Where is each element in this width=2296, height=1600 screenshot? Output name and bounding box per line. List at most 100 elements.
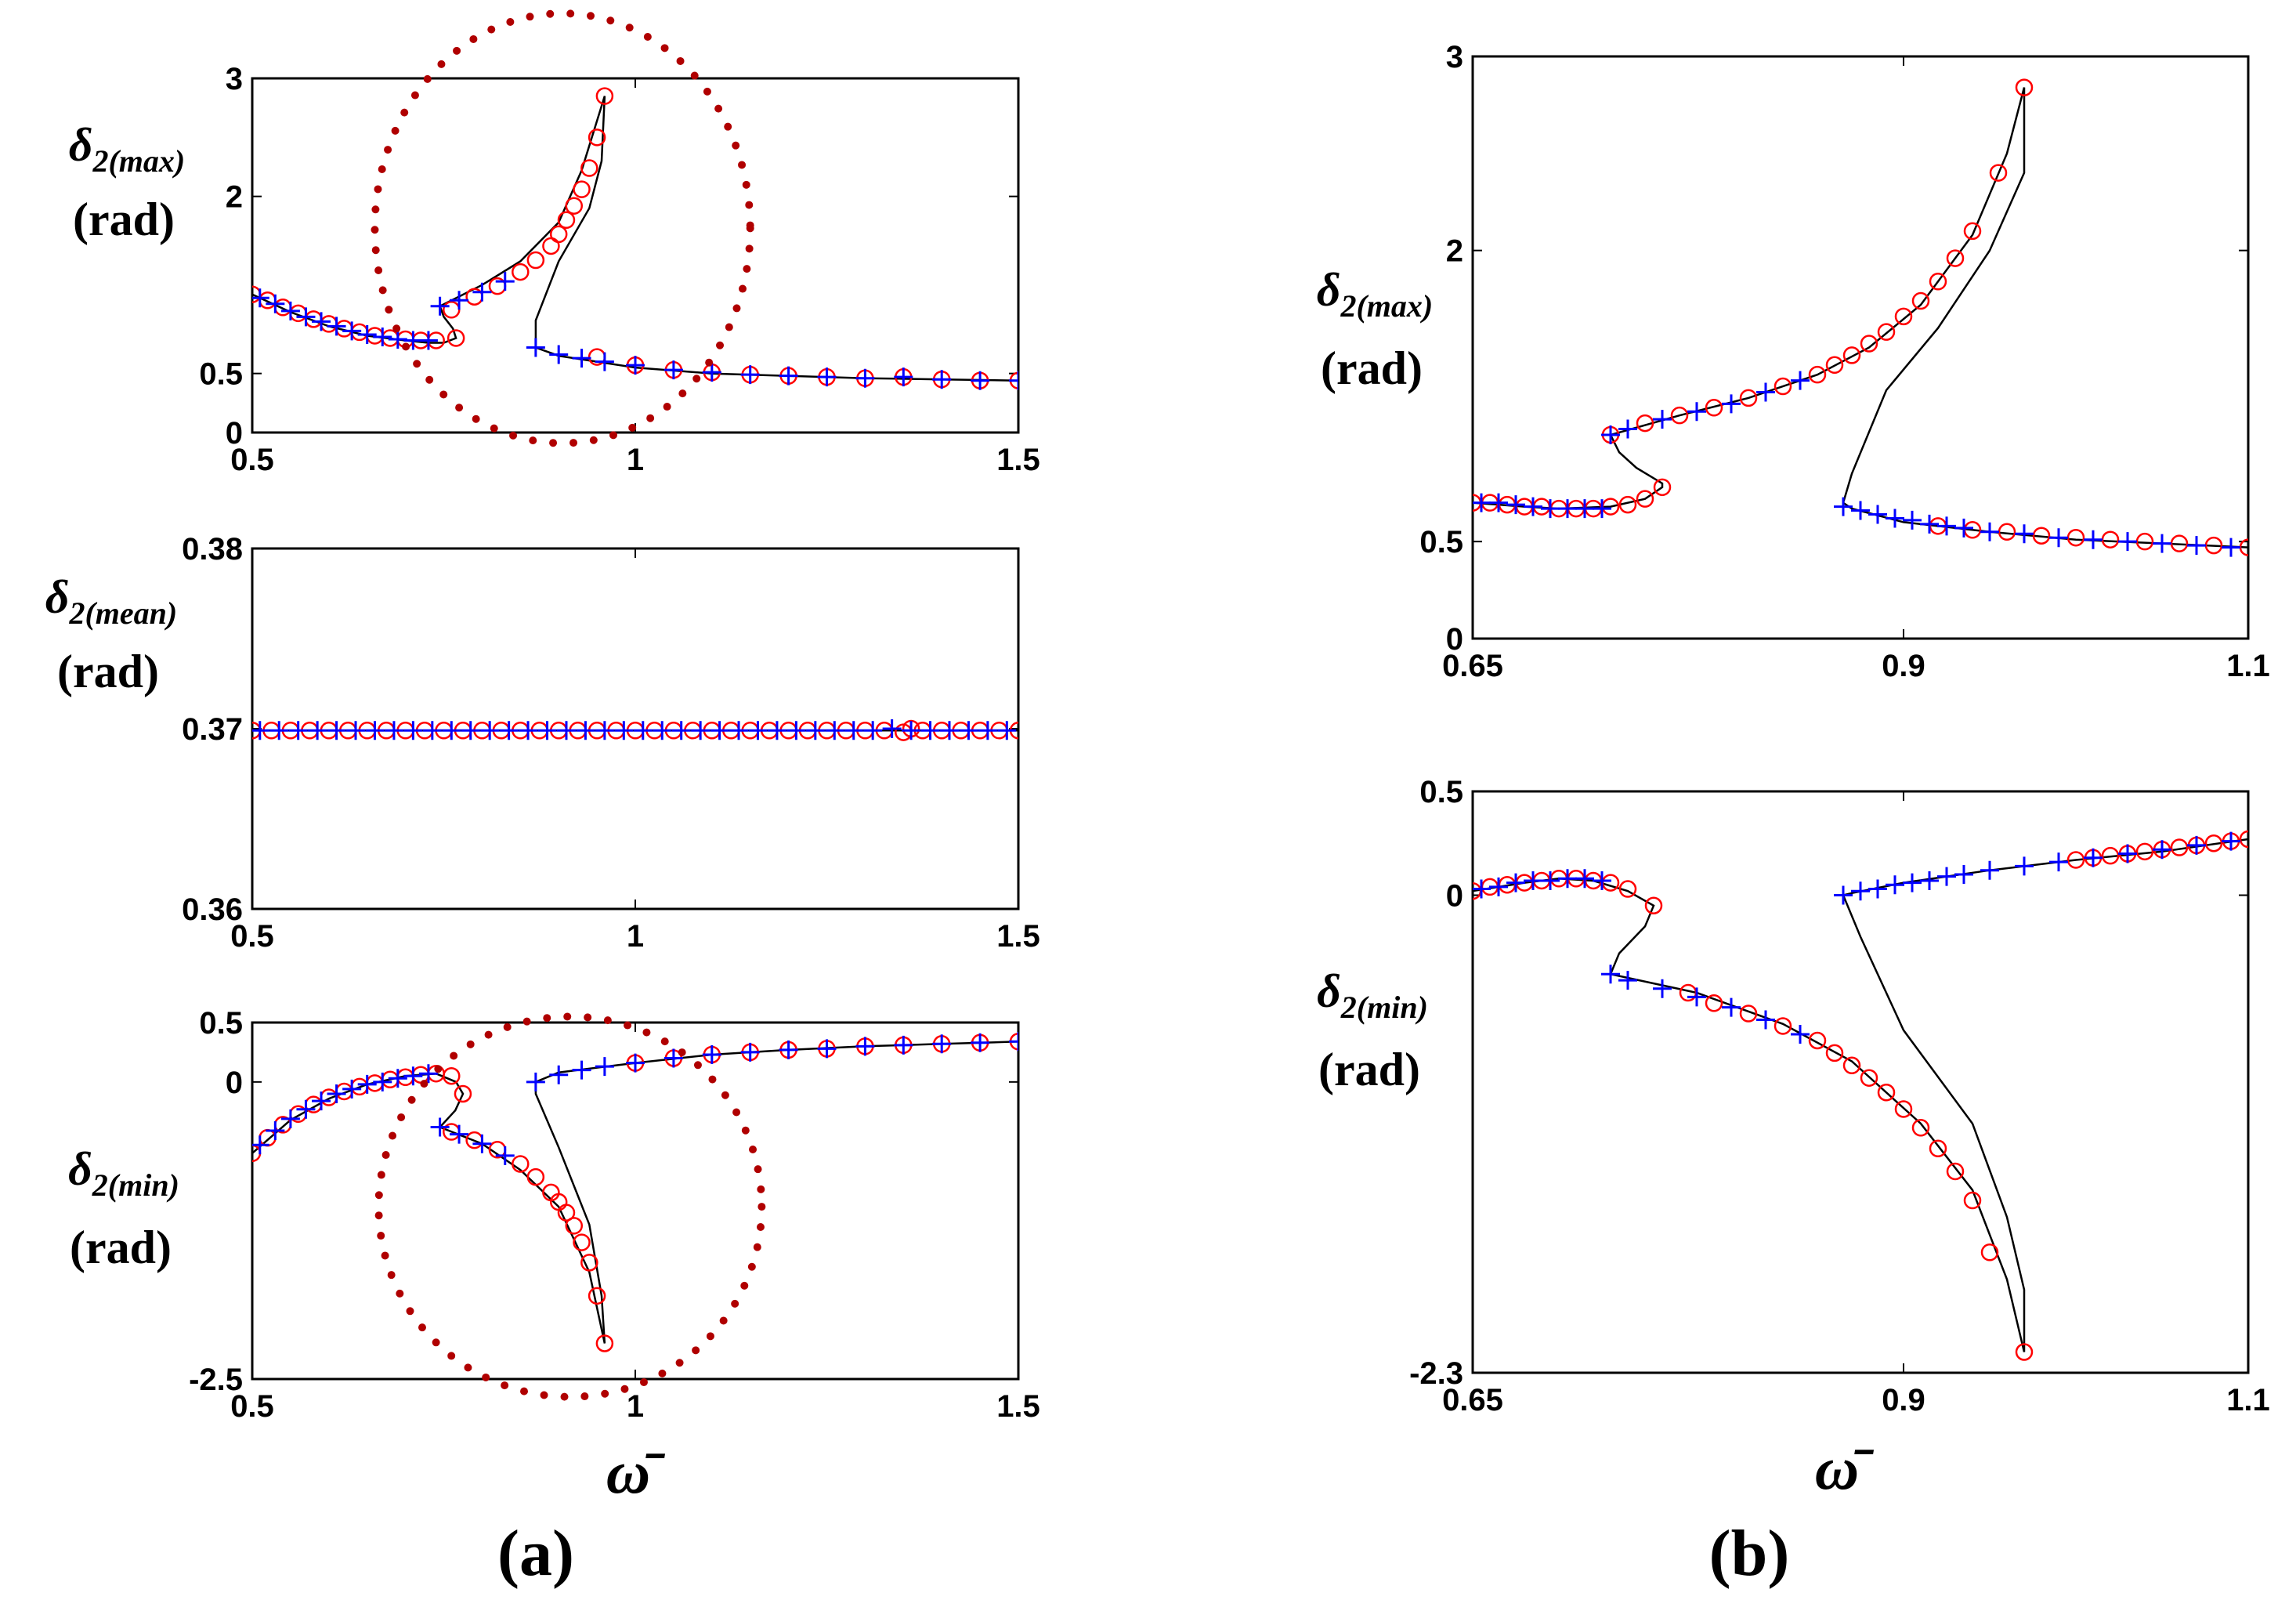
data-point-plus (1506, 873, 1525, 892)
data-point-circle (526, 251, 545, 270)
data-point-plus (817, 1039, 837, 1059)
data-point-plus (2187, 835, 2206, 855)
plot-frame (1471, 55, 2250, 640)
data-point-plus (729, 721, 749, 740)
data-point-plus (1489, 493, 1508, 512)
data-point-circle (1739, 389, 1758, 407)
y-axis-label-symbol: δ (68, 1143, 92, 1195)
data-point-plus (346, 721, 366, 740)
data-point-plus (430, 1117, 450, 1137)
data-point-plus (576, 721, 595, 740)
y-axis-label-unit: (rad) (1318, 1044, 1420, 1095)
data-point-plus (767, 721, 786, 740)
data-point-circle (1808, 365, 1827, 384)
data-point-plus (357, 324, 377, 344)
data-point-plus (288, 721, 308, 740)
data-point-plus (1687, 402, 1706, 422)
data-point-plus (1756, 382, 1775, 402)
data-point-circle (1929, 273, 1947, 291)
data-point-circle (1774, 377, 1792, 396)
data-point-plus (1722, 394, 1741, 414)
panel-label-a: (a) (497, 1517, 574, 1590)
x-tick-label: 1.5 (996, 1389, 1040, 1424)
data-point-circle (443, 1067, 461, 1085)
data-point-plus (450, 1124, 469, 1144)
y-tick-label: 0.5 (1419, 775, 1463, 809)
data-point-plus (882, 719, 902, 738)
data-point-plus (537, 721, 557, 740)
x-tick-label: 0.5 (230, 443, 274, 477)
data-point-plus (663, 1048, 683, 1068)
data-point-plus (894, 1035, 913, 1055)
x-tick-label: 1.1 (2226, 1383, 2270, 1417)
data-point-plus (1937, 516, 1956, 536)
data-point-plus (327, 1084, 346, 1103)
y-axis-label: δ2(min) (1317, 965, 1428, 1025)
data-point-circle (573, 1233, 591, 1251)
data-point-plus (266, 1121, 285, 1141)
data-point-plus (495, 1146, 515, 1165)
data-point-circle (1618, 495, 1637, 514)
y-axis-label-symbol: δ (1317, 264, 1341, 316)
data-point-plus (1834, 497, 1853, 516)
data-point-plus (308, 721, 327, 740)
y-axis-label-subscript: 2(mean) (68, 595, 177, 631)
data-point-plus (312, 1091, 331, 1111)
y-axis-label: δ2(min) (68, 1143, 179, 1203)
data-point-plus (1868, 879, 1887, 899)
data-point-plus (1558, 499, 1577, 519)
data-point-circle (565, 1217, 584, 1235)
data-point-plus (786, 721, 806, 740)
x-tick-label: 1.1 (2226, 649, 2270, 683)
data-point-circle (1825, 356, 1844, 375)
data-point-plus (633, 721, 653, 740)
data-point-plus (1009, 371, 1018, 390)
y-tick-label: 3 (226, 62, 243, 96)
data-point-plus (2015, 856, 2034, 876)
data-point-plus (1791, 371, 1810, 390)
data-point-plus (902, 721, 921, 740)
data-point-plus (461, 721, 480, 740)
data-point-plus (418, 331, 438, 350)
data-point-plus (653, 721, 672, 740)
data-point-plus (1653, 979, 1672, 998)
data-point-plus (971, 371, 990, 390)
data-point-plus (1524, 497, 1542, 516)
data-point-plus (595, 1057, 614, 1077)
x-tick-label: 0.5 (230, 919, 274, 954)
data-point-circle (1842, 1056, 1861, 1075)
data-point-circle (443, 301, 461, 319)
data-point-circle (580, 1254, 598, 1272)
data-point-plus (1980, 522, 1999, 541)
data-point-circle (2101, 846, 2120, 865)
series-layer (252, 719, 1018, 741)
data-point-circle (1989, 164, 2008, 182)
data-point-plus (1653, 410, 1672, 429)
data-point-plus (1575, 499, 1594, 519)
y-tick-label: 0 (226, 1066, 243, 1100)
data-point-plus (2187, 536, 2206, 556)
data-point-plus (526, 338, 545, 357)
data-point-plus (939, 721, 959, 740)
data-point-plus (1851, 501, 1870, 520)
data-point-plus (499, 721, 519, 740)
data-point-plus (1722, 997, 1741, 1017)
data-point-plus (296, 1099, 316, 1119)
data-point-plus (472, 1134, 492, 1153)
data-point-plus (702, 1044, 721, 1064)
data-point-plus (748, 721, 768, 740)
y-tick-label: -2.5 (189, 1363, 243, 1397)
data-point-plus (740, 365, 760, 385)
data-point-plus (1541, 499, 1560, 519)
y-axis-label-unit: (rad) (73, 194, 175, 245)
data-point-plus (556, 721, 576, 740)
data-point-plus (855, 1037, 875, 1056)
data-point-circle (549, 225, 568, 244)
data-point-circle (580, 159, 598, 177)
data-point-plus (894, 367, 913, 387)
y-axis-label-symbol: δ (1317, 965, 1341, 1017)
